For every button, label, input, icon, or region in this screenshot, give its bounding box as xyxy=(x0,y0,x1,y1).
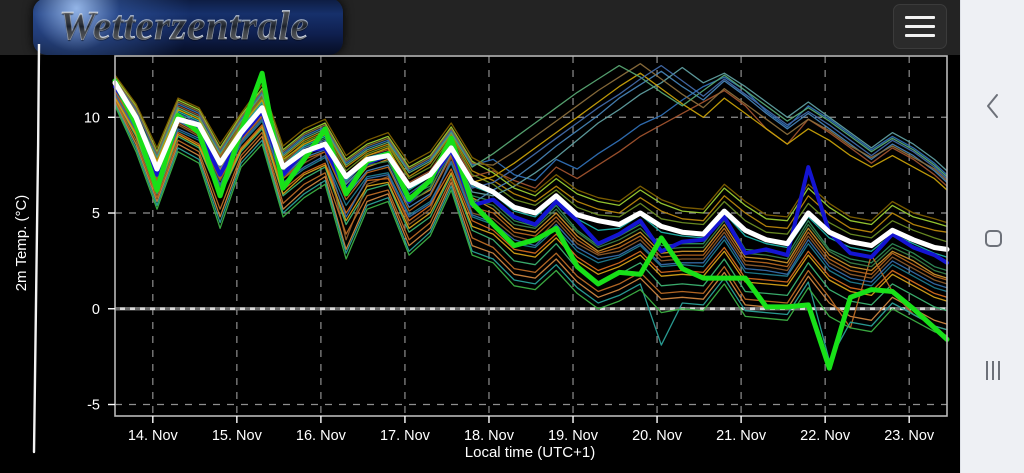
y-tick-label: -5 xyxy=(87,398,100,414)
x-tick-label: 16. Nov xyxy=(296,428,347,444)
chart-x-tick-labels: 14. Nov 15. Nov 16. Nov 17. Nov 18. Nov 19. N… xyxy=(128,428,935,444)
x-tick-label: 18. Nov xyxy=(464,428,515,444)
system-navigation-bar xyxy=(960,0,1024,473)
x-tick-label: 14. Nov xyxy=(128,428,179,444)
ensemble-member xyxy=(114,95,948,298)
ensemble-member xyxy=(114,101,948,325)
chart-axis-frame xyxy=(114,55,948,417)
chart-y-axis-title: 2m Temp. (°C) xyxy=(13,195,30,292)
ensemble-chart[interactable]: 14. Nov 15. Nov 16. Nov 17. Nov 18. Nov 19. N… xyxy=(0,55,960,473)
nav-recents-button[interactable] xyxy=(961,342,1024,398)
chevron-left-icon xyxy=(987,94,998,118)
x-tick-label: 23. Nov xyxy=(884,428,935,444)
series-mean xyxy=(112,80,950,252)
ensemble-chart-svg: 14. Nov 15. Nov 16. Nov 17. Nov 18. Nov 19. N… xyxy=(13,55,950,461)
ensemble-member xyxy=(114,103,948,362)
ensemble-member xyxy=(114,80,948,243)
hamburger-bar-2 xyxy=(905,25,935,28)
y-tick-label: 10 xyxy=(84,110,100,126)
home-square-icon xyxy=(984,229,1002,247)
x-tick-label: 20. Nov xyxy=(632,428,683,444)
ensemble-member xyxy=(114,93,948,293)
hamburger-bar-3 xyxy=(905,34,935,37)
x-tick-label: 17. Nov xyxy=(380,428,431,444)
ensemble-member xyxy=(114,76,948,182)
ensemble-member xyxy=(114,97,948,302)
x-tick-label: 22. Nov xyxy=(800,428,851,444)
wetterzentrale-logo-text: Wetterzentrale xyxy=(59,2,309,49)
chart-gridlines xyxy=(115,56,947,416)
nav-back-button[interactable] xyxy=(961,78,1024,134)
x-tick-label: 19. Nov xyxy=(548,428,599,444)
y-tick-label: 0 xyxy=(92,302,100,318)
wetterzentrale-logo[interactable]: Wetterzentrale xyxy=(33,0,343,55)
ensemble-member xyxy=(114,99,948,331)
recents-bars-icon xyxy=(986,360,1000,380)
ensemble-member xyxy=(114,89,948,281)
x-tick-label: 15. Nov xyxy=(212,428,263,444)
series-control xyxy=(113,84,949,265)
y-tick-label: 5 xyxy=(92,206,100,222)
ensemble-member xyxy=(114,105,948,337)
ensemble-member xyxy=(114,72,948,191)
chart-y-tick-labels: 10 5 0 -5 xyxy=(84,110,100,413)
hamburger-menu-button[interactable] xyxy=(893,4,947,49)
chart-y-ticks xyxy=(108,116,115,406)
plot-frame xyxy=(114,55,948,417)
chart-x-ticks xyxy=(152,416,910,423)
browser-page: Wetterzentrale 14. Nov 15. Nov 16. Nov 17. … xyxy=(0,0,960,473)
nav-home-button[interactable] xyxy=(961,210,1024,266)
ensemble-member xyxy=(114,64,948,178)
x-tick-label: 21. Nov xyxy=(716,428,767,444)
series-operational xyxy=(112,70,950,371)
ensemble-member xyxy=(114,82,948,258)
highlight-series xyxy=(112,70,950,371)
ensemble-member xyxy=(114,97,948,312)
ensemble-member xyxy=(114,93,948,289)
app-header-bar: Wetterzentrale xyxy=(0,0,960,55)
chart-x-axis-title: Local time (UTC+1) xyxy=(465,444,595,461)
hamburger-bar-1 xyxy=(905,16,935,19)
